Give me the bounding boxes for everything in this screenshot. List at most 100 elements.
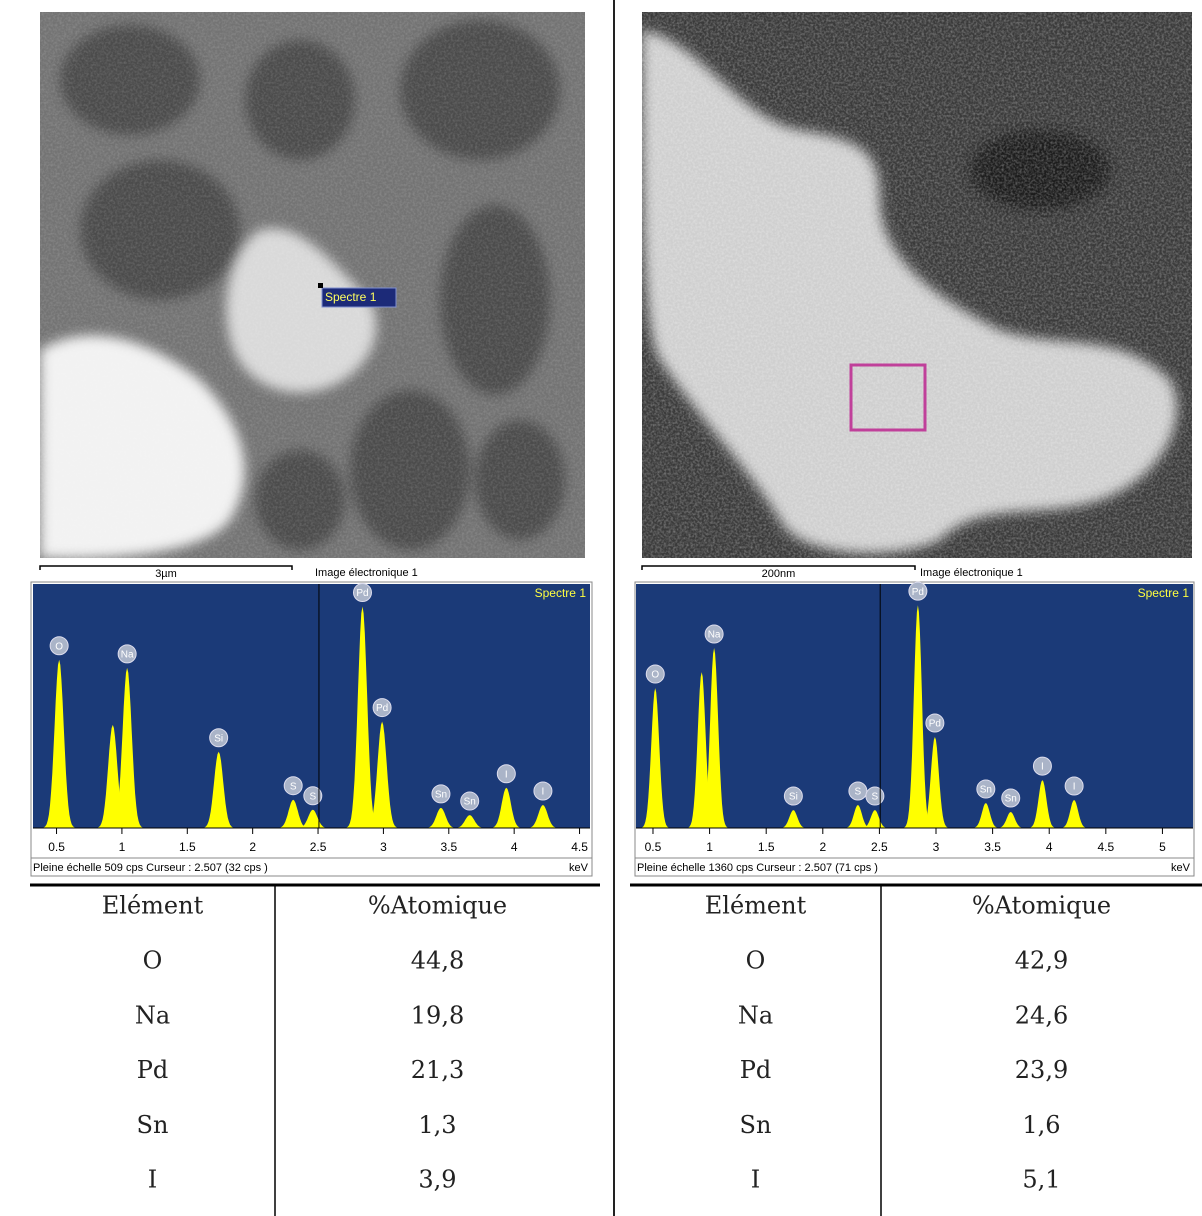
x-tick-label: 2.5 [871,840,888,854]
scale-bar [39,565,293,570]
peak-label: Sn [435,790,447,801]
x-tick-label: 1 [119,840,126,854]
peak-label: Sn [1005,794,1017,805]
peak-label: Pd [376,703,388,714]
peak-label-circle [645,664,665,684]
peak-label: Sn [464,797,476,808]
peak [94,724,132,828]
peak [685,672,718,828]
spectrum-peaks [639,605,1090,828]
table-cell: I [148,1166,157,1194]
peak [363,721,401,828]
peak [40,659,78,828]
x-tick-label: 2 [819,840,826,854]
scale-bar [641,565,916,570]
peak-label: I [505,769,508,780]
table-cell: 1,6 [1022,1111,1060,1139]
peak-label-circle [496,764,516,784]
spectrum-footer: Pleine échelle 509 cps Curseur : 2.507 (… [33,862,268,874]
peak-label-circle [303,786,323,806]
x-tick-label: 3 [933,840,940,854]
peak-label: S [290,781,297,792]
peak-label-circle [1064,776,1084,796]
image-caption: Image électronique 1 [920,567,1023,579]
peak-label-circle [1032,756,1052,776]
peak [422,807,460,828]
peak-label-circle [704,624,724,644]
peak [524,805,562,828]
table-cell: 5,1 [1022,1166,1060,1194]
spectrum-title: Spectre 1 [1138,586,1190,600]
peak-label: O [55,641,63,652]
peak-label-circle [1001,788,1021,808]
peak-label-circle [925,713,945,733]
x-unit: keV [569,862,589,874]
spectrum-title: Spectre 1 [535,586,587,600]
peak-label: S [872,792,879,803]
peak-label: I [542,787,545,798]
peak [1026,780,1059,828]
sem-image [40,12,585,558]
sem-image [642,12,1192,558]
table-header: %Atomique [972,892,1111,920]
scale-label: 200nm [762,568,796,580]
peak [970,803,1002,828]
peak-label: Pd [929,719,941,730]
spectrum-tag: Spectre 1 [325,290,377,304]
x-tick-label: 5 [1159,840,1166,854]
table-cell: 19,8 [411,1001,464,1029]
peak [294,809,332,828]
peak [274,799,312,828]
peak [488,787,525,828]
x-tick-label: 3.5 [440,840,457,854]
peak-label-circle [865,786,885,806]
peak [108,667,146,828]
peak [842,805,874,828]
peak-label-circle [908,581,928,601]
peak-label-circle [783,786,803,806]
table-cell: Sn [137,1111,169,1139]
peak [919,737,951,828]
table-cell: O [143,947,163,975]
table-cell: 23,9 [1015,1056,1068,1084]
table-cell: Pd [137,1056,169,1084]
x-tick-label: 2 [249,840,256,854]
table-cell: 44,8 [411,947,464,975]
peak-label-circle [352,583,372,603]
x-tick-label: 1.5 [179,840,196,854]
table-header: Elément [102,892,204,920]
peak [994,812,1027,828]
x-tick-label: 2.5 [310,840,327,854]
tag-marker [318,283,323,288]
table-cell: 24,6 [1015,1001,1068,1029]
x-tick-label: 3 [380,840,387,854]
peak [698,648,730,828]
peak-label-circle [283,776,303,796]
x-tick-label: 0.5 [645,840,662,854]
peak-label-circle [533,781,553,801]
peak [902,605,934,828]
peak-label: Na [121,650,134,661]
peak [777,810,810,828]
peak-label: Si [789,792,798,803]
table-cell: Na [738,1001,773,1029]
peak-label: O [651,670,659,681]
peak-label-circle [460,791,480,811]
peak-label: S [309,791,316,802]
table-header: %Atomique [368,892,507,920]
table-cell: 42,9 [1015,947,1068,975]
table-cell: I [751,1166,760,1194]
table-cell: Sn [740,1111,772,1139]
x-tick-label: 4 [511,840,518,854]
x-tick-label: 4.5 [571,840,588,854]
peak [1058,800,1090,828]
peak [451,815,488,828]
spectrum-peaks [40,606,562,828]
peak-label-circle [117,644,137,664]
x-tick-label: 3.5 [984,840,1001,854]
x-tick-label: 4 [1046,840,1053,854]
image-caption: Image électronique 1 [315,567,418,579]
peak-label: Si [214,733,223,744]
spectrum-tag-box [321,287,397,308]
